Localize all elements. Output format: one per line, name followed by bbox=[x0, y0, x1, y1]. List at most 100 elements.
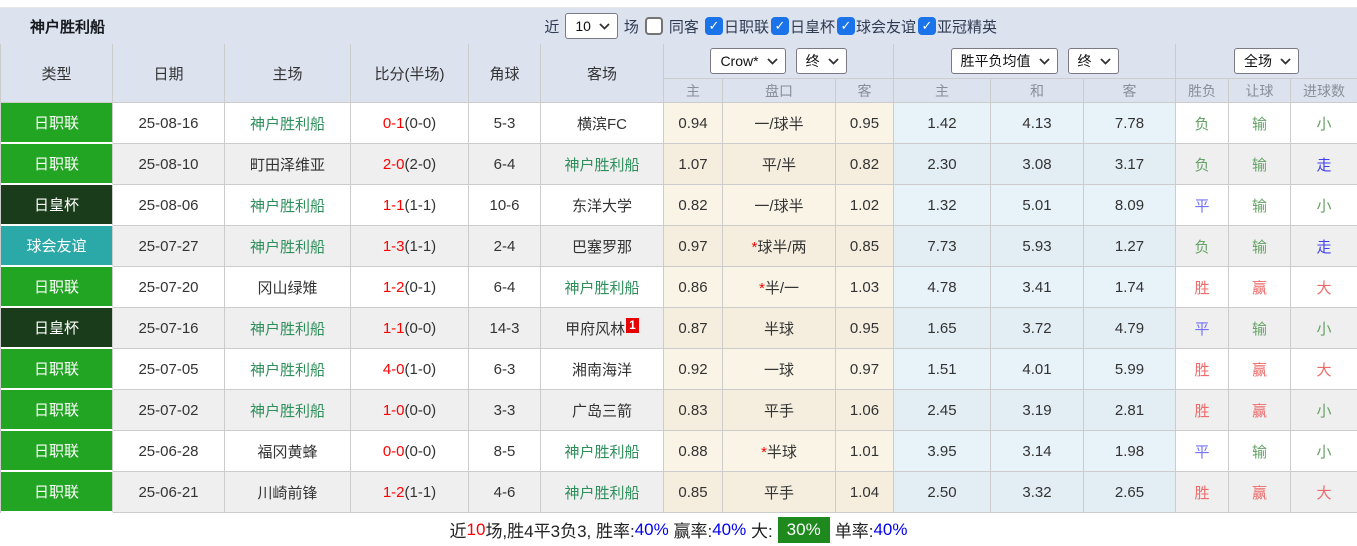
corners: 4-6 bbox=[469, 472, 541, 513]
result-outcome: 平 bbox=[1176, 185, 1230, 226]
odds-company-select[interactable]: Crow* bbox=[710, 48, 786, 74]
avg-odds-draw: 3.32 bbox=[991, 472, 1085, 513]
near-label: 近 bbox=[544, 18, 560, 36]
avg-odds-win: 1.51 bbox=[894, 349, 992, 390]
result-handicap: 赢 bbox=[1229, 472, 1292, 513]
avg-odds-draw: 3.19 bbox=[991, 390, 1085, 431]
subcol-avg-win: 主 bbox=[894, 79, 992, 103]
avg-odds-win: 7.73 bbox=[894, 226, 992, 267]
result-goals: 走 bbox=[1291, 226, 1357, 267]
result-goals: 走 bbox=[1291, 144, 1357, 185]
handicap-line: *半球 bbox=[723, 431, 836, 472]
handicap-line: *半/一 bbox=[723, 267, 836, 308]
competition-filters: ✓ 日职联 ✓ 日皇杯 ✓ 球会友谊 ✓ 亚冠精英 bbox=[704, 16, 997, 37]
handicap-line: 平手 bbox=[723, 472, 836, 513]
avg-time-select[interactable]: 终 bbox=[1067, 48, 1119, 74]
handicap-odds-away: 1.03 bbox=[836, 267, 895, 308]
footer-segment-3: 40% bbox=[634, 519, 669, 539]
subcol-avg-draw: 和 bbox=[991, 79, 1085, 103]
result-handicap: 输 bbox=[1229, 226, 1292, 267]
avg-odds-lose: 8.09 bbox=[1084, 185, 1177, 226]
avg-odds-lose: 5.99 bbox=[1084, 349, 1177, 390]
subcol-outcome: 胜负 bbox=[1176, 79, 1230, 103]
result-outcome: 负 bbox=[1176, 144, 1230, 185]
home-team: 神户胜利船 bbox=[225, 185, 351, 226]
result-handicap: 赢 bbox=[1229, 390, 1292, 431]
away-team: 广岛三箭 bbox=[541, 390, 664, 431]
fulltime-score: 2-0 bbox=[382, 155, 405, 173]
same-opponent-checkbox[interactable] bbox=[644, 17, 663, 35]
period-value: 全场 bbox=[1244, 53, 1273, 69]
result-outcome: 胜 bbox=[1176, 390, 1230, 431]
result-outcome: 胜 bbox=[1176, 472, 1230, 513]
match-date: 25-08-06 bbox=[113, 185, 225, 226]
filter-checkbox-1[interactable]: ✓ bbox=[770, 17, 789, 35]
col-header-type: 类型 bbox=[1, 44, 113, 103]
top-strip bbox=[0, 0, 1357, 8]
competition-type: 日职联 bbox=[1, 267, 113, 308]
handicap-line: 一/球半 bbox=[723, 185, 836, 226]
halftime-score: (1-1) bbox=[404, 483, 437, 501]
fulltime-score: 1-2 bbox=[382, 278, 405, 296]
result-goals: 大 bbox=[1291, 267, 1357, 308]
footer-segment-7: 30% bbox=[777, 516, 830, 543]
score: 1-0(0-0) bbox=[351, 390, 469, 431]
filter-checkbox-3[interactable]: ✓ bbox=[917, 17, 936, 35]
col-header-home: 主场 bbox=[225, 44, 351, 103]
avg-odds-lose: 2.65 bbox=[1084, 472, 1177, 513]
avg-odds-win: 1.65 bbox=[894, 308, 992, 349]
corners: 6-4 bbox=[469, 267, 541, 308]
result-group-header: 全场 bbox=[1176, 44, 1357, 79]
chevron-down-icon bbox=[766, 57, 778, 65]
away-team: 神户胜利船 bbox=[541, 144, 664, 185]
toolbar-controls: 近 10 场 同客 ✓ 日职联 ✓ 日皇杯 ✓ 球会友谊 ✓ 亚冠精英 bbox=[544, 13, 997, 39]
footer-segment-8: 单率: bbox=[834, 522, 874, 541]
avg-odds-draw: 4.01 bbox=[991, 349, 1085, 390]
corners: 2-4 bbox=[469, 226, 541, 267]
col-header-away: 客场 bbox=[541, 44, 664, 103]
score: 4-0(1-0) bbox=[351, 349, 469, 390]
match-row: 日职联 25-07-20 冈山绿雉 1-2(0-1) 6-4 神户胜利船 0.8… bbox=[1, 267, 1357, 308]
score: 0-0(0-0) bbox=[351, 431, 469, 472]
competition-type: 日职联 bbox=[1, 390, 113, 431]
match-row: 日职联 25-07-02 神户胜利船 1-0(0-0) 3-3 广岛三箭 0.8… bbox=[1, 390, 1357, 431]
filter-label-1: 日皇杯 bbox=[789, 18, 835, 36]
avg-odds-draw: 3.14 bbox=[991, 431, 1085, 472]
handicap-line: *球半/两 bbox=[723, 226, 836, 267]
col-header-date: 日期 bbox=[113, 44, 225, 103]
filter-item-1: ✓ 日皇杯 bbox=[770, 16, 835, 37]
footer-segment-5: 40% bbox=[712, 519, 747, 539]
away-team: 巴塞罗那 bbox=[541, 226, 664, 267]
avg-odds-select[interactable]: 胜平负均值 bbox=[950, 48, 1058, 74]
result-outcome: 负 bbox=[1176, 226, 1230, 267]
competition-type: 日职联 bbox=[1, 472, 113, 513]
filter-checkbox-2[interactable]: ✓ bbox=[836, 17, 855, 35]
fulltime-score: 1-0 bbox=[382, 401, 405, 419]
home-team: 川崎前锋 bbox=[225, 472, 351, 513]
filter-checkbox-0[interactable]: ✓ bbox=[704, 17, 723, 35]
odds-time-select[interactable]: 终 bbox=[795, 48, 847, 74]
handicap-odds-home: 0.83 bbox=[664, 390, 723, 431]
result-goals: 小 bbox=[1291, 308, 1357, 349]
home-team: 福冈黄蜂 bbox=[225, 431, 351, 472]
chevron-down-icon bbox=[599, 22, 610, 30]
match-history-table: 类型 日期 主场 比分(半场) 角球 客场 Crow* 终 bbox=[0, 44, 1357, 513]
score: 1-1(1-1) bbox=[351, 185, 469, 226]
avg-group-header: 胜平负均值 终 bbox=[894, 44, 1177, 79]
avg-time-value: 终 bbox=[1077, 53, 1092, 69]
avg-odds-draw: 4.13 bbox=[991, 103, 1085, 144]
period-select[interactable]: 全场 bbox=[1234, 48, 1300, 74]
home-team: 冈山绿雉 bbox=[225, 267, 351, 308]
summary-footer: 近 10 场,胜4平3负3, 胜率: 40% 赢率: 40% 大: 30% 单率: 40% bbox=[0, 513, 1357, 546]
result-handicap: 输 bbox=[1229, 144, 1292, 185]
match-count-select[interactable]: 10 bbox=[565, 13, 618, 39]
result-outcome: 胜 bbox=[1176, 267, 1230, 308]
avg-odds-draw: 5.93 bbox=[991, 226, 1085, 267]
handicap-line: 平/半 bbox=[723, 144, 836, 185]
corners: 14-3 bbox=[469, 308, 541, 349]
handicap-line: 半球 bbox=[723, 308, 836, 349]
avg-odds-win: 2.30 bbox=[894, 144, 992, 185]
home-team: 神户胜利船 bbox=[225, 226, 351, 267]
match-date: 25-06-28 bbox=[113, 431, 225, 472]
filter-item-0: ✓ 日职联 bbox=[704, 16, 769, 37]
